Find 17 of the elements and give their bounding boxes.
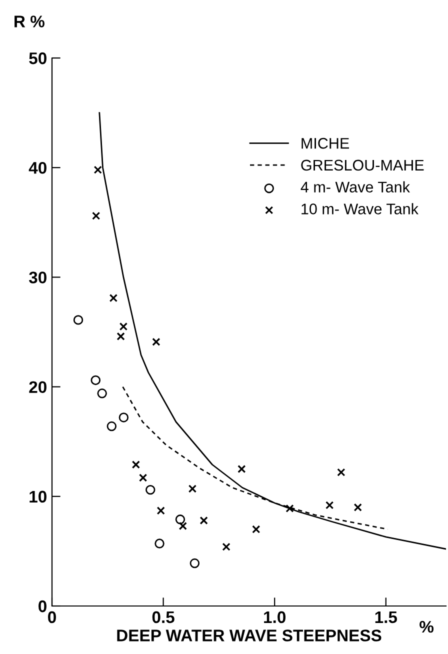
y-tick-label: 0 [38,600,46,612]
legend-label: 10 m- Wave Tank [302,203,418,214]
y-tick-label: 50 [29,52,46,64]
y-tick-label: 10 [30,490,46,503]
y-tick-label: 30 [28,272,46,284]
y-tick-label: 40 [28,162,46,174]
x-tick-label: 1.0 [264,611,286,624]
text: % [420,620,434,633]
x-tick-label: 1.5 [375,611,398,624]
y-axis-title: R % [14,16,44,28]
x-tick-label: 0 [48,611,56,624]
x-tick-label: 0.5 [152,611,174,624]
legend-label: MICHE [302,138,350,149]
y-tick-label: 20 [29,381,46,394]
legend-label: 4 m- Wave Tank [300,181,410,192]
x-axis-title: DEEP WATER WAVE STEEPNESS [117,630,382,642]
legend-label: GRESLOU-MAHE [301,160,424,171]
